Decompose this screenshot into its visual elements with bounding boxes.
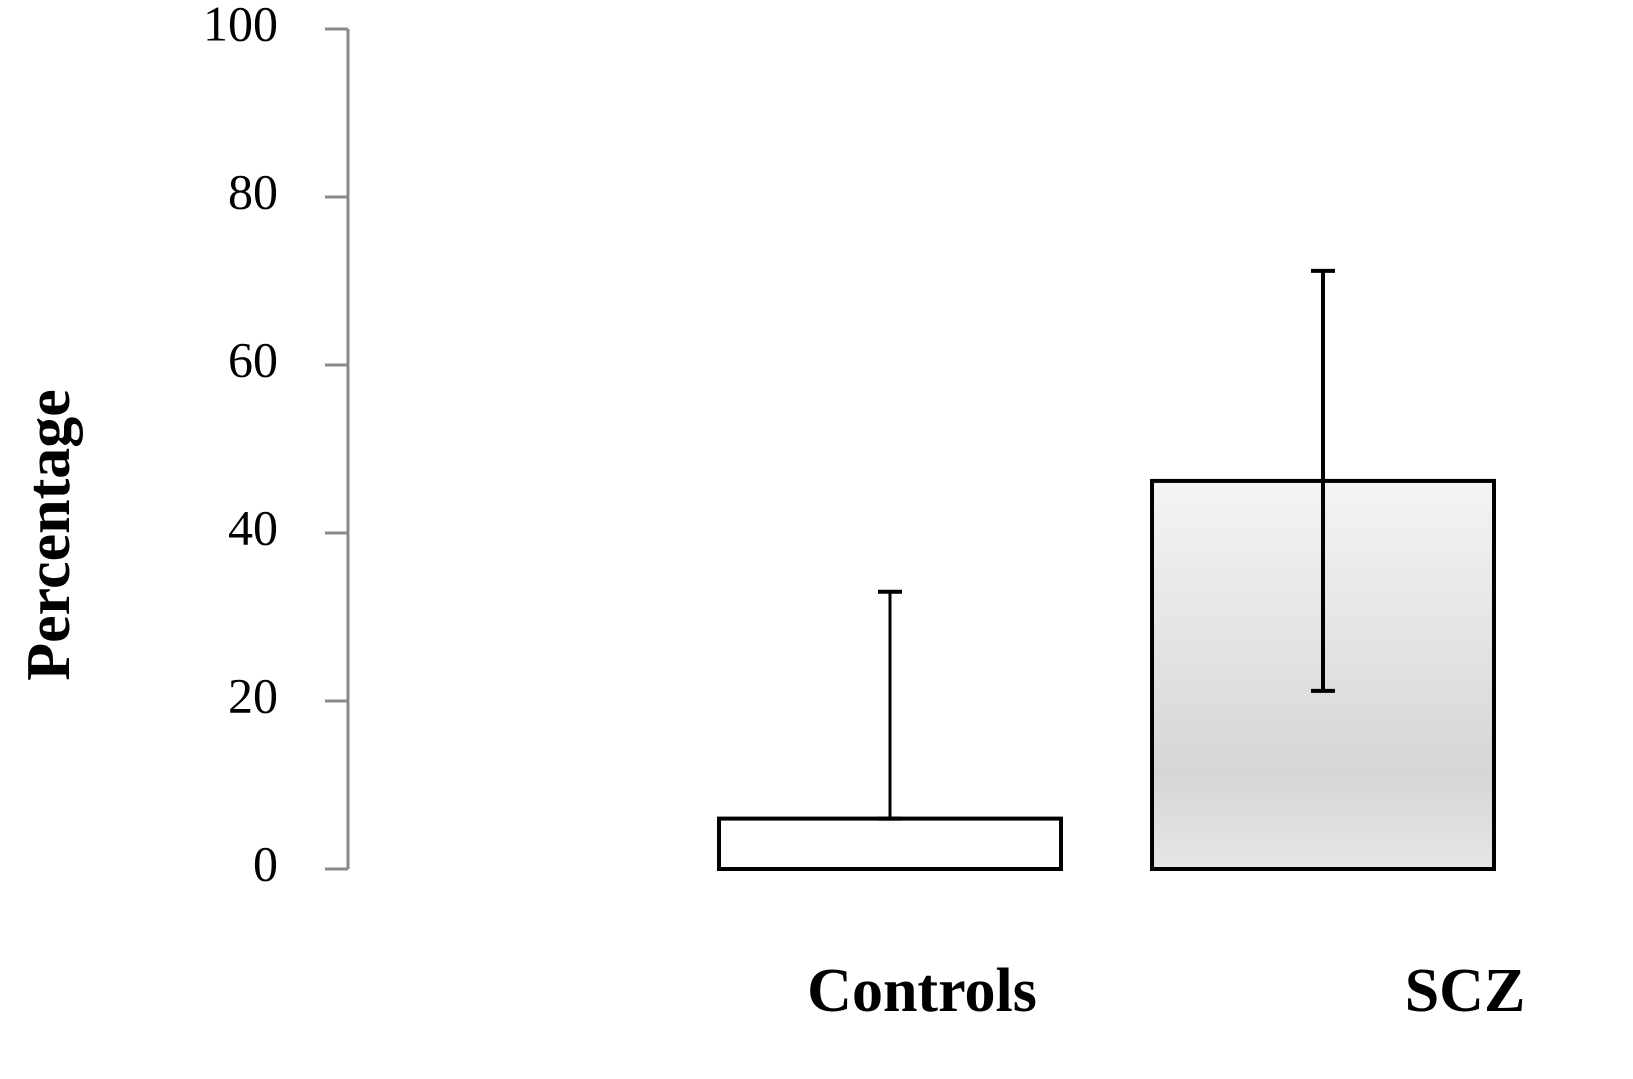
y-tick-label: 20 — [228, 667, 278, 723]
y-tick-label: 80 — [228, 163, 278, 219]
y-tick-label: 0 — [253, 835, 278, 891]
y-tick-label: 40 — [228, 499, 278, 555]
y-tick-label: 60 — [228, 331, 278, 387]
x-tick-label: Controls — [807, 957, 1037, 1025]
y-tick-label: 100 — [203, 0, 278, 51]
x-tick-label: SCZ — [1405, 957, 1526, 1025]
y-axis-label: Percentage — [15, 389, 83, 680]
bar — [717, 816, 1063, 871]
